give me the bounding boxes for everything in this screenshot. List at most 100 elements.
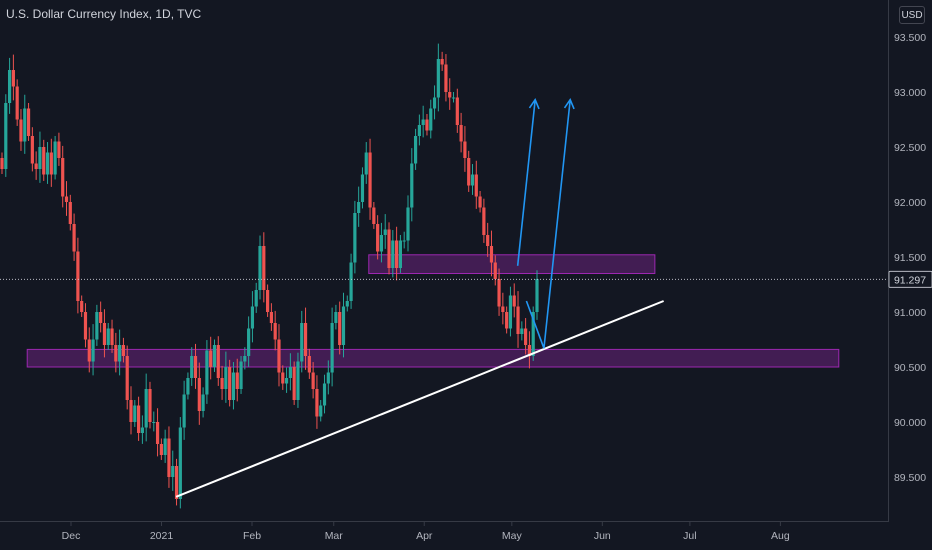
candle-body bbox=[167, 438, 171, 477]
candle-body bbox=[440, 59, 444, 65]
y-tick-label: 93.000 bbox=[894, 87, 926, 99]
candle-body bbox=[11, 70, 15, 87]
x-tick-label: Mar bbox=[325, 530, 344, 542]
supply-demand-zone-1[interactable] bbox=[368, 254, 656, 275]
candle-body bbox=[269, 312, 273, 323]
candle-body bbox=[102, 323, 107, 345]
candle-body bbox=[410, 163, 414, 208]
candle-body bbox=[535, 279, 539, 312]
candle-body bbox=[23, 108, 27, 142]
y-tick-label: 91.000 bbox=[894, 307, 926, 319]
candle-body bbox=[38, 147, 42, 169]
candle-body bbox=[53, 141, 57, 175]
candle-body bbox=[201, 394, 205, 411]
candle-body bbox=[281, 372, 285, 384]
candle-body bbox=[417, 125, 421, 136]
candle-body bbox=[357, 202, 361, 213]
candle-body bbox=[87, 339, 91, 362]
candle-body bbox=[436, 59, 440, 98]
candle-body bbox=[277, 339, 281, 373]
candle-body bbox=[4, 103, 8, 169]
candle-body bbox=[421, 119, 425, 125]
trendline[interactable] bbox=[175, 300, 665, 498]
candle-body bbox=[186, 378, 190, 395]
candle-body bbox=[505, 312, 509, 329]
last-price-label: 91.297 bbox=[894, 274, 926, 286]
arrow-head bbox=[563, 98, 575, 110]
x-tick-label: 2021 bbox=[150, 530, 174, 542]
candle-body bbox=[360, 174, 365, 202]
candle-body bbox=[307, 356, 311, 373]
candle-body bbox=[76, 251, 80, 301]
candle-body bbox=[178, 427, 182, 499]
candles-layer bbox=[0, 43, 539, 509]
candle-body bbox=[129, 400, 133, 422]
candle-body bbox=[216, 345, 220, 378]
candle-body bbox=[140, 427, 144, 433]
candle-body bbox=[159, 444, 163, 455]
candle-body bbox=[190, 356, 194, 378]
supply-demand-zone-2[interactable] bbox=[26, 348, 840, 368]
candle-body bbox=[49, 152, 53, 175]
candle-body bbox=[444, 64, 448, 92]
candle-body bbox=[463, 141, 467, 158]
candle-body bbox=[83, 312, 88, 340]
candle-body bbox=[250, 306, 255, 329]
x-tick-label: Aug bbox=[771, 530, 790, 542]
candle-body bbox=[205, 350, 209, 395]
candle-body bbox=[429, 108, 433, 131]
candle-body bbox=[368, 152, 372, 208]
candle-body bbox=[319, 405, 323, 417]
candle-body bbox=[451, 97, 456, 99]
candle-body bbox=[372, 207, 376, 224]
candle-body bbox=[402, 240, 406, 242]
candle-body bbox=[459, 125, 463, 142]
candle-body bbox=[288, 367, 292, 378]
candle-body bbox=[26, 108, 31, 136]
candle-body bbox=[235, 372, 239, 389]
drawings-layer bbox=[175, 98, 665, 498]
candle-body bbox=[174, 466, 179, 499]
candle-body bbox=[315, 389, 319, 417]
projection-arrow-2[interactable] bbox=[525, 99, 572, 349]
candle-body bbox=[152, 422, 156, 423]
candle-body bbox=[155, 422, 160, 444]
x-tick-label: Apr bbox=[416, 530, 433, 542]
candle-body bbox=[520, 328, 524, 334]
candle-body bbox=[470, 174, 475, 186]
chart-title: U.S. Dollar Currency Index, 1D, TVC bbox=[6, 7, 202, 21]
candle-body bbox=[406, 207, 410, 241]
candle-body bbox=[353, 213, 357, 263]
candle-body bbox=[364, 152, 368, 175]
price-axis[interactable]: 93.500 93.000 92.500 92.000 91.500 91.000 90.5… bbox=[894, 32, 926, 484]
candle-body bbox=[61, 158, 65, 197]
candle-body bbox=[266, 290, 270, 312]
projection-arrow-1[interactable] bbox=[516, 99, 536, 266]
candle-body bbox=[296, 361, 300, 400]
candle-body bbox=[193, 356, 198, 378]
currency-badge[interactable]: USD bbox=[899, 6, 925, 24]
candle-body bbox=[474, 174, 478, 197]
candle-body bbox=[224, 367, 228, 389]
candle-body bbox=[91, 339, 95, 362]
arrow-head bbox=[528, 98, 540, 110]
candle-body bbox=[338, 312, 342, 345]
candle-body bbox=[125, 356, 129, 400]
time-axis[interactable]: Dec 2021 Feb Mar Apr May Jun Jul Aug bbox=[62, 522, 790, 542]
candle-body bbox=[455, 97, 459, 125]
candle-body bbox=[486, 235, 490, 246]
candle-body bbox=[171, 466, 175, 477]
candle-body bbox=[95, 312, 99, 340]
candle-body bbox=[425, 119, 429, 131]
y-tick-label: 91.500 bbox=[894, 252, 926, 264]
candle-body bbox=[334, 312, 338, 323]
last-price-badge: 91.297 bbox=[888, 270, 932, 288]
candle-body bbox=[243, 356, 247, 362]
candle-body bbox=[341, 306, 346, 345]
candle-body bbox=[391, 240, 395, 268]
candle-body bbox=[209, 350, 213, 367]
candle-body bbox=[133, 405, 137, 422]
y-tick-label: 92.000 bbox=[894, 197, 926, 209]
candle-body bbox=[493, 262, 497, 279]
